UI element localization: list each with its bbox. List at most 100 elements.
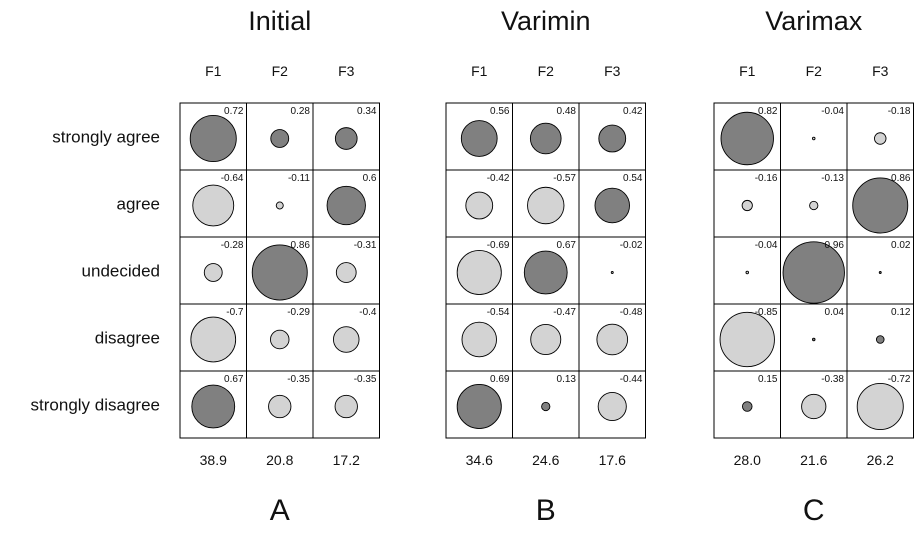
panel-title: Varimin <box>501 6 591 36</box>
panel-title: Initial <box>248 6 311 36</box>
loading-circle <box>594 187 630 224</box>
matrix-cell <box>780 303 848 372</box>
matrix-cell <box>312 370 380 439</box>
loading-value: -0.4 <box>359 307 377 318</box>
loading-circle <box>527 186 565 225</box>
row-label: strongly agree <box>52 128 160 147</box>
loading-value: -0.72 <box>888 374 911 385</box>
column-total: 17.2 <box>333 452 360 468</box>
loading-circle <box>270 129 290 148</box>
loading-circle <box>856 383 904 430</box>
panel-b: Varimin F1 F2 F3 0.56 0.48 0.42 -0.42 -0.57 0.54 -… <box>445 6 646 527</box>
loading-circle <box>541 401 551 412</box>
panel-a: Initial F1 F2 F3 0.72 0.28 0.34 -0.64 -0.11 0.6 -0… <box>179 6 380 527</box>
loading-value: -0.11 <box>288 173 310 184</box>
loading-value: 0.69 <box>490 374 510 385</box>
loading-value: -0.69 <box>487 240 510 251</box>
loading-value: -0.64 <box>221 173 244 184</box>
loading-value: 0.67 <box>224 374 244 385</box>
loading-circle <box>334 394 358 419</box>
loading-circle <box>741 199 753 212</box>
loading-value: 0.34 <box>357 106 377 117</box>
loading-value: 0.86 <box>291 240 311 251</box>
loading-circle <box>809 200 819 211</box>
loading-circle <box>719 311 775 368</box>
loading-circle <box>812 337 816 342</box>
matrix-cell <box>578 236 646 305</box>
loading-value: -0.04 <box>755 240 778 251</box>
loading-value: 0.02 <box>891 240 911 251</box>
loading-circle <box>530 324 562 355</box>
loading-circle <box>326 185 366 226</box>
loading-circle <box>268 394 292 419</box>
matrix-cell <box>846 236 914 305</box>
loading-value: 0.67 <box>557 240 577 251</box>
loading-circle <box>334 127 358 150</box>
loading-value: 0.42 <box>623 106 643 117</box>
loading-value: -0.7 <box>226 307 244 318</box>
loading-value: -0.35 <box>287 374 310 385</box>
loading-value: -0.02 <box>620 240 643 251</box>
loading-circle <box>190 316 237 363</box>
loading-value: -0.31 <box>354 240 377 251</box>
column-total: 38.9 <box>200 452 227 468</box>
loading-circle <box>801 393 827 420</box>
loading-value: -0.44 <box>620 374 643 385</box>
loading-value: 0.48 <box>557 106 577 117</box>
loading-value: -0.18 <box>888 106 911 117</box>
loading-circle <box>745 270 749 275</box>
loading-circle <box>597 391 627 422</box>
loading-value: 0.15 <box>758 374 778 385</box>
loading-value: -0.48 <box>620 307 643 318</box>
loading-circle <box>461 321 497 358</box>
column-total: 21.6 <box>800 452 827 468</box>
column-header: F2 <box>806 63 823 79</box>
loading-circle <box>460 120 498 157</box>
loading-circle <box>529 122 562 155</box>
column-header: F3 <box>338 63 355 79</box>
loading-circle <box>456 249 502 296</box>
column-header: F2 <box>272 63 289 79</box>
column-header: F1 <box>739 63 756 79</box>
loading-circle <box>875 335 885 344</box>
loading-circle <box>270 329 290 350</box>
loading-value: -0.85 <box>755 307 778 318</box>
loading-value: -0.54 <box>487 307 510 318</box>
panel-c: Varimax F1 F2 F3 0.82 -0.04 -0.18 -0.16 -0.13 0.8… <box>713 6 914 527</box>
matrix-cell <box>246 370 314 439</box>
loading-circle <box>251 244 308 301</box>
loading-value: -0.47 <box>553 307 576 318</box>
matrix-cell <box>713 236 781 305</box>
column-total: 20.8 <box>266 452 293 468</box>
loading-value: -0.29 <box>287 307 310 318</box>
row-label: disagree <box>95 329 160 348</box>
loading-circle <box>742 401 753 412</box>
loading-circle <box>878 271 882 274</box>
column-total: 24.6 <box>532 452 559 468</box>
panel-letter: B <box>536 494 556 527</box>
loading-value: 0.04 <box>825 307 845 318</box>
row-label: agree <box>117 195 160 214</box>
loading-circle <box>192 184 235 227</box>
loading-value: 0.56 <box>490 106 510 117</box>
loading-value: -0.13 <box>821 173 844 184</box>
loading-circle <box>333 326 360 353</box>
column-header: F3 <box>872 63 889 79</box>
loading-value: -0.16 <box>755 173 778 184</box>
loading-value: -0.28 <box>221 240 244 251</box>
loading-circle <box>598 124 627 153</box>
loading-value: 0.96 <box>825 240 845 251</box>
loading-circle <box>874 132 887 145</box>
loading-value: 0.28 <box>291 106 311 117</box>
loading-circle <box>189 115 237 162</box>
panel-title: Varimax <box>765 6 863 36</box>
column-total: 34.6 <box>466 452 493 468</box>
column-header: F3 <box>604 63 621 79</box>
column-header: F1 <box>205 63 222 79</box>
loading-value: 0.54 <box>623 173 643 184</box>
panel-letter: C <box>803 494 825 527</box>
loading-circle <box>335 262 357 283</box>
row-label: strongly disagree <box>31 396 160 415</box>
loading-value: 0.12 <box>891 307 911 318</box>
